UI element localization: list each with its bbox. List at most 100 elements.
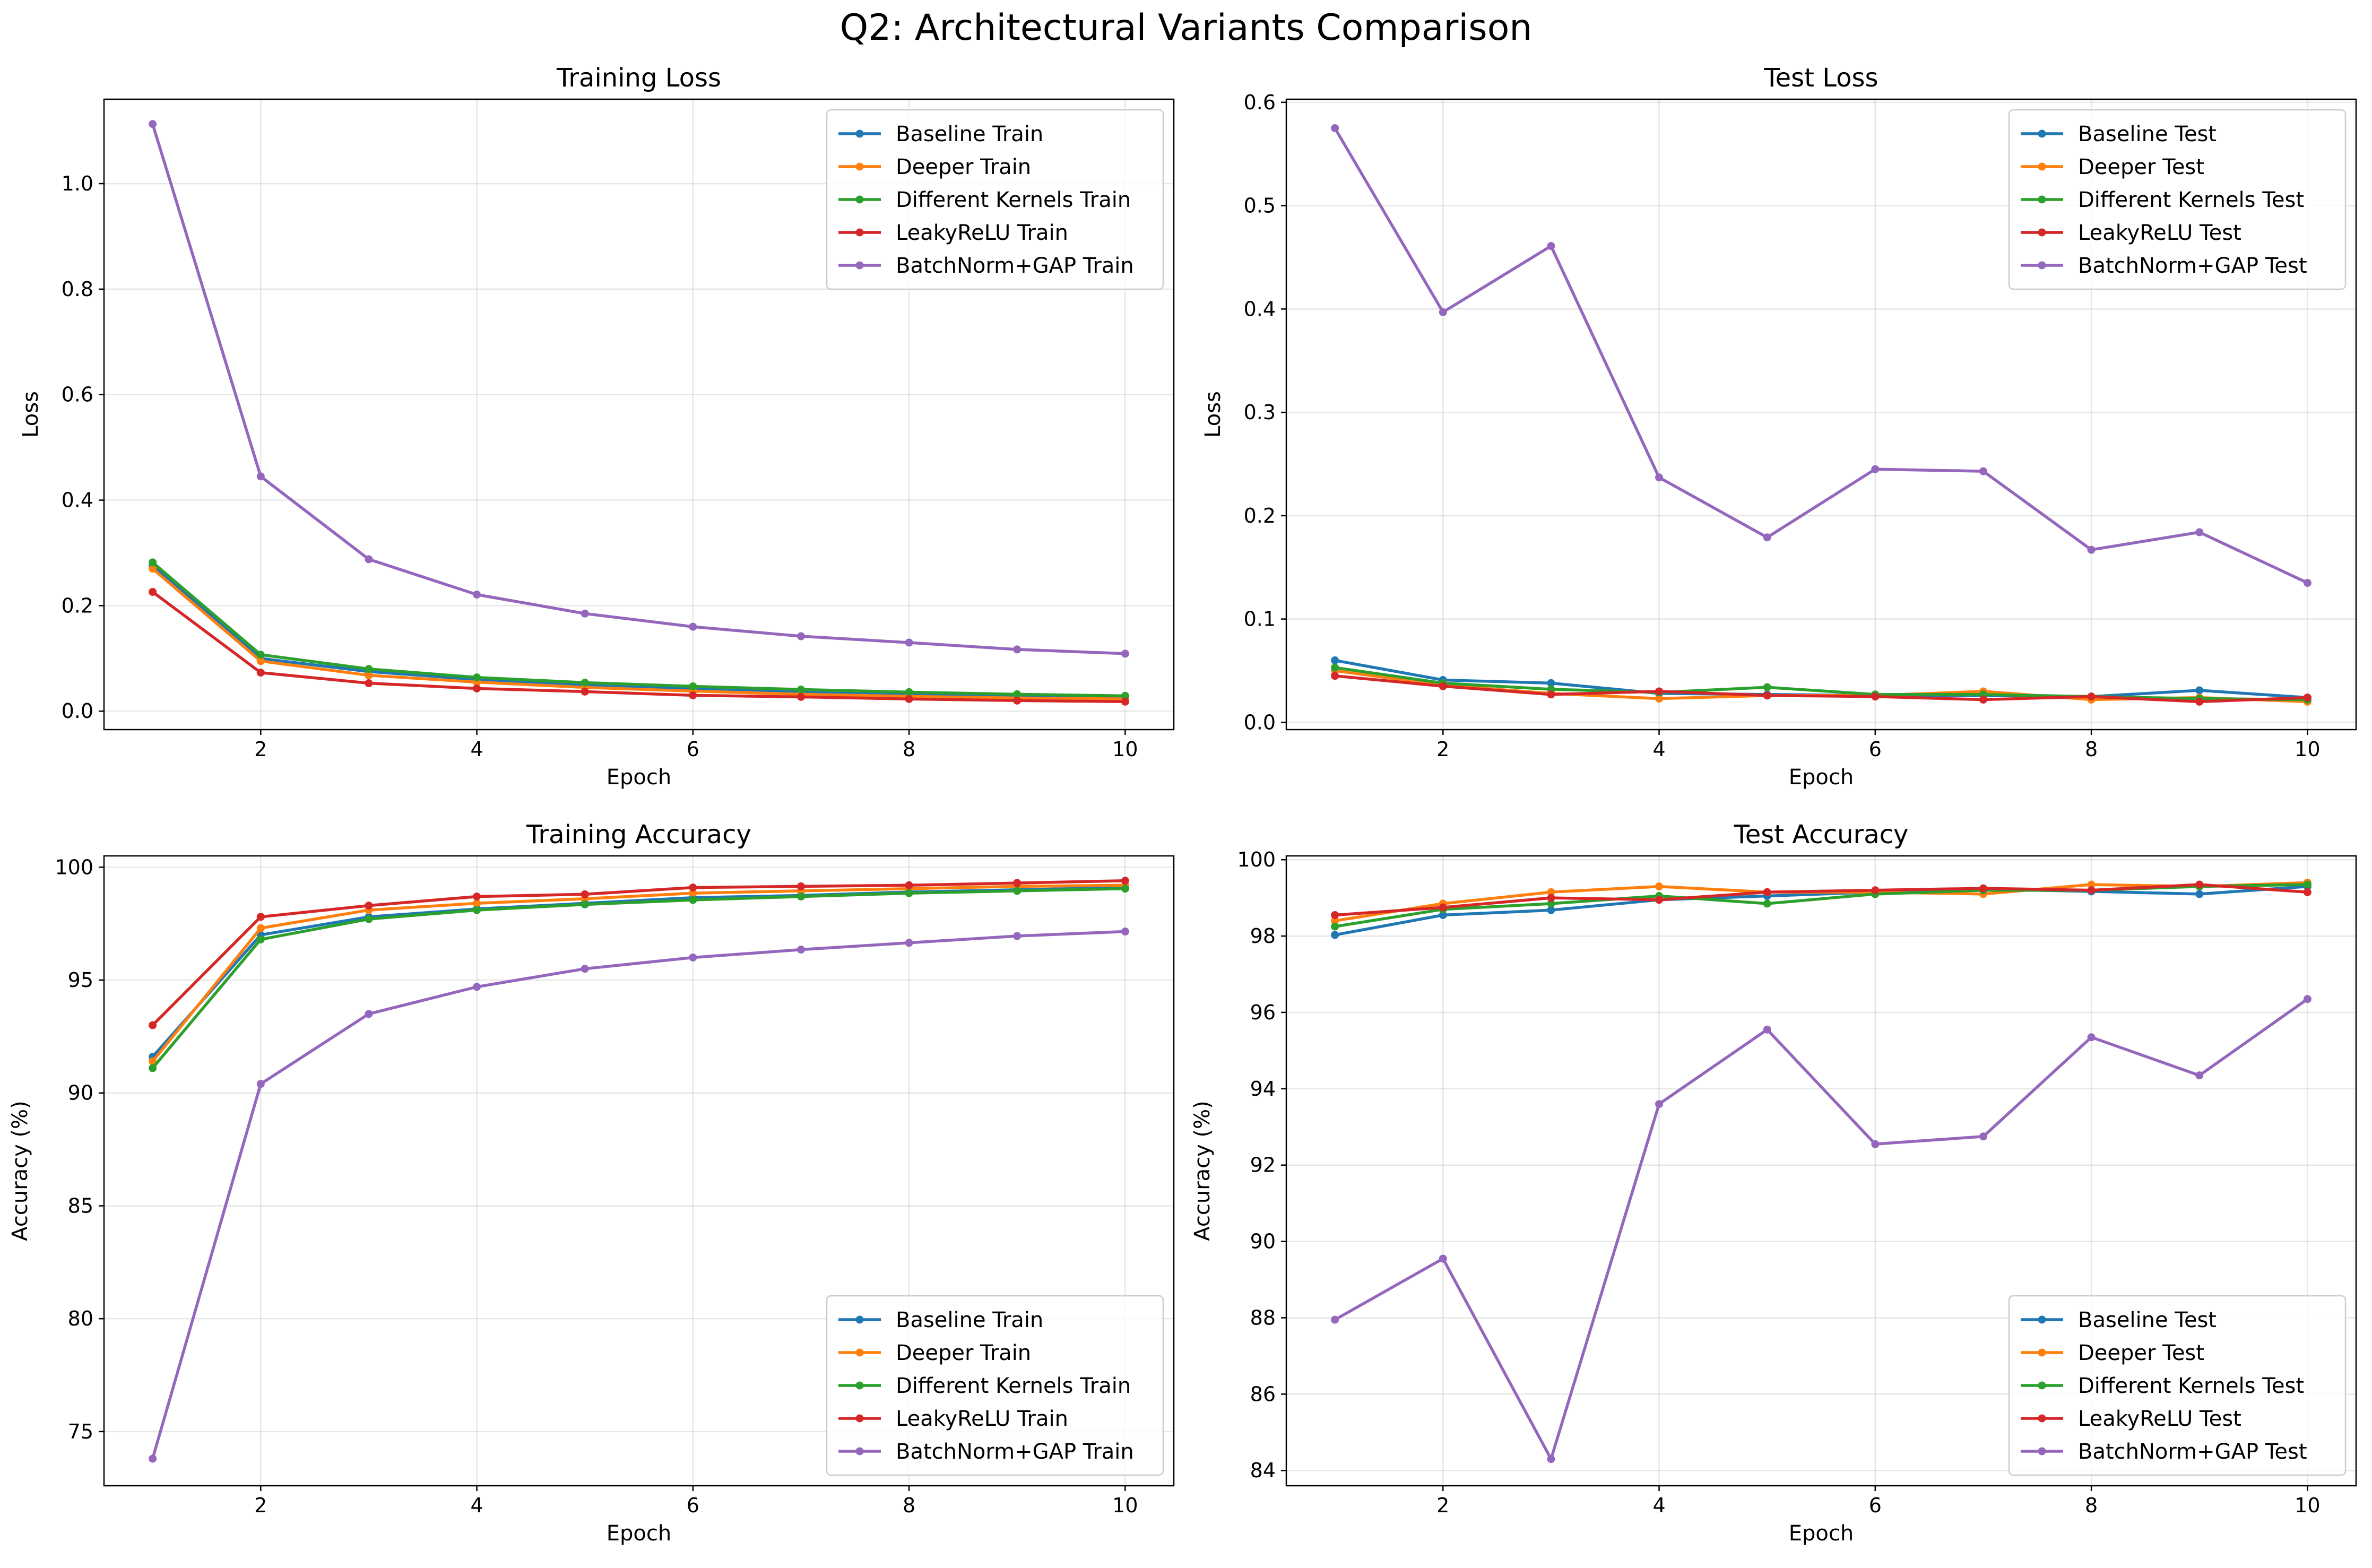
series-line (151, 930, 1127, 1460)
data-point (1547, 894, 1555, 902)
legend-swatch-marker (2038, 1315, 2046, 1324)
data-point (1331, 672, 1339, 680)
data-point (1763, 683, 1771, 691)
data-point (2087, 545, 2096, 554)
data-point (797, 632, 805, 640)
data-point (689, 953, 697, 961)
series-line (151, 887, 1127, 1070)
x-axis-label: Epoch (1789, 765, 1854, 790)
legend-label: Different Kernels Train (896, 1374, 1131, 1398)
x-tick-label: 10 (2295, 1494, 2320, 1517)
legend-label: BatchNorm+GAP Test (2078, 254, 2307, 278)
legend-label: Baseline Train (896, 122, 1043, 146)
legend-swatch-marker (2038, 195, 2046, 204)
data-point (905, 881, 913, 889)
legend-swatch-marker (855, 228, 864, 237)
x-tick-label: 8 (903, 1494, 915, 1517)
y-tick-label: 100 (1237, 848, 1276, 871)
series-line (151, 565, 1127, 700)
series-line (151, 567, 1127, 701)
data-point (797, 882, 805, 890)
data-point (1439, 911, 1447, 920)
legend: Baseline Train Deeper Train Different Kern… (826, 109, 1164, 290)
data-point (2195, 880, 2204, 889)
legend-swatch-marker (855, 261, 864, 270)
legend-swatch-marker (2038, 1348, 2046, 1357)
data-point (1013, 887, 1021, 895)
x-tick-label: 10 (2295, 738, 2320, 761)
legend: Baseline Test Deeper Test Different Kernel… (2008, 1295, 2347, 1476)
legend-label: Different Kernels Test (2078, 1374, 2304, 1398)
legend-label: Different Kernels Train (896, 188, 1131, 212)
data-point (1763, 899, 1771, 908)
data-point (905, 695, 913, 703)
legend-swatch-marker (855, 1414, 864, 1423)
data-point (365, 1010, 373, 1018)
legend-label: Deeper Train (896, 1341, 1031, 1365)
legend-label: BatchNorm+GAP Test (2078, 1440, 2307, 1464)
data-point (905, 688, 913, 696)
data-point (149, 1454, 157, 1463)
data-point (2195, 686, 2204, 695)
data-point (2087, 880, 2096, 889)
data-point (1121, 697, 1129, 706)
data-point (365, 671, 373, 680)
data-point (689, 691, 697, 699)
y-tick-label: 86 (1250, 1382, 1276, 1406)
series-line (151, 122, 1127, 655)
series-group (1331, 124, 2312, 706)
x-tick-label: 10 (1112, 738, 1138, 761)
data-point (581, 965, 589, 973)
series-line (151, 883, 1127, 1063)
data-point (1763, 533, 1771, 542)
tick-labels: 2 4 6 8 10 0.0 0.1 0.2 0.3 0.4 0.5 0.6 (1244, 91, 2321, 761)
data-point (365, 665, 373, 673)
chart-panel-1: 2 4 6 8 10 0.0 0.2 0.4 0.6 0.8 1.0 Training Loss Epo… (19, 63, 1175, 790)
data-point (1121, 877, 1129, 885)
data-point (1547, 1455, 1555, 1463)
data-point (473, 590, 481, 599)
y-tick-label: 0.0 (62, 699, 93, 723)
data-point (581, 900, 589, 908)
data-point (1655, 687, 1664, 696)
data-point (149, 1057, 157, 1065)
y-tick-label: 95 (68, 968, 93, 992)
data-point (797, 692, 805, 701)
data-point (2087, 1033, 2096, 1042)
x-tick-label: 4 (470, 738, 483, 761)
x-tick-label: 4 (1652, 738, 1665, 761)
legend-label: Baseline Test (2078, 1308, 2217, 1332)
y-tick-label: 85 (68, 1194, 93, 1217)
data-point (256, 472, 265, 481)
data-point (1439, 308, 1447, 316)
x-tick-label: 2 (1436, 738, 1449, 761)
tick-labels: 2 4 6 8 10 75 80 85 90 95 100 (55, 855, 1138, 1517)
data-point (1979, 696, 1987, 704)
data-point (256, 935, 265, 943)
y-axis-label: Loss (1201, 391, 1225, 438)
data-point (1331, 922, 1339, 931)
chart-panel-3: 2 4 6 8 10 75 80 85 90 95 100 Training Accuracy Epoc… (8, 820, 1175, 1546)
x-tick-label: 6 (1869, 1494, 1882, 1517)
y-tick-label: 0.8 (62, 278, 93, 301)
data-point (473, 684, 481, 692)
chart-panel-4: 2 4 6 8 10 84 86 88 90 92 94 96 98 100 Test Accuracy Ep… (1190, 820, 2357, 1546)
legend-swatch-marker (2038, 162, 2046, 171)
series-line (1333, 126, 2309, 585)
data-point (1439, 903, 1447, 912)
x-tick-label: 2 (1436, 1494, 1449, 1517)
data-point (2303, 888, 2312, 896)
legend-box (2008, 1295, 2347, 1476)
data-point (365, 902, 373, 910)
x-tick-label: 4 (470, 1494, 483, 1517)
data-point (149, 565, 157, 573)
x-tick-label: 2 (254, 738, 267, 761)
legend-swatch-marker (855, 1447, 864, 1456)
data-point (905, 638, 913, 647)
data-point (1331, 663, 1339, 672)
legend-swatch-marker (855, 1315, 864, 1324)
x-tick-label: 2 (254, 1494, 267, 1517)
data-point (1547, 888, 1555, 896)
legend-swatch-marker (855, 1381, 864, 1390)
data-point (905, 939, 913, 947)
